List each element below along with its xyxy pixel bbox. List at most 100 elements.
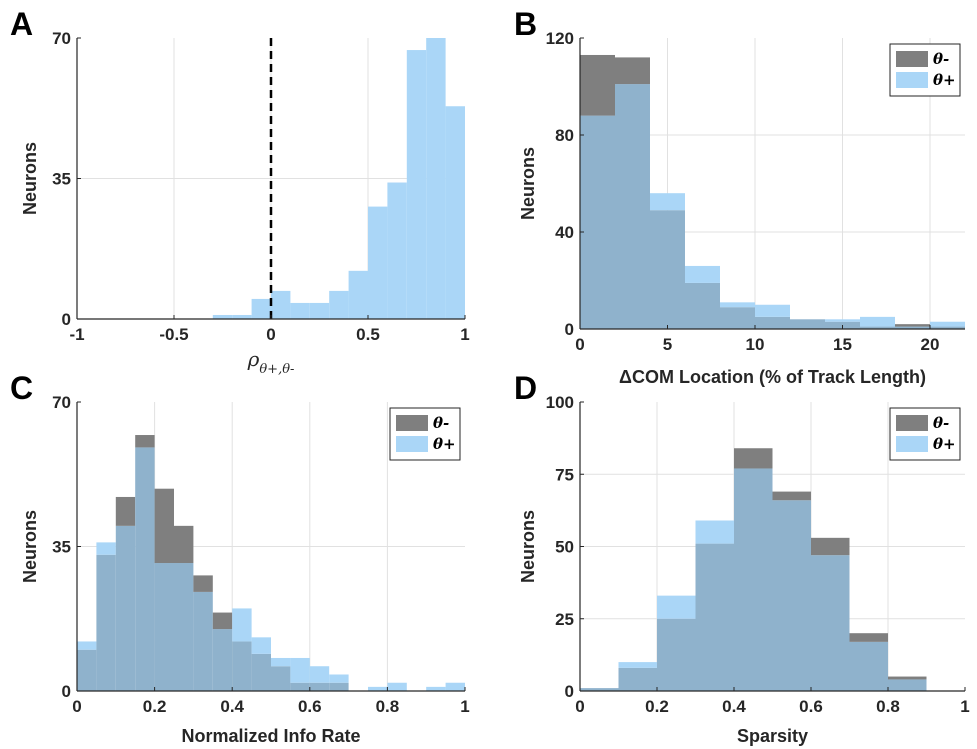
x-tick-label: 0.8 (376, 697, 400, 716)
bar-overlap (174, 563, 194, 691)
bar-overlap (580, 688, 619, 691)
bar-theta-plus (368, 206, 388, 319)
x-axis-label-symbol: ρ (247, 347, 260, 371)
legend: θ-θ+ (889, 407, 961, 461)
bar-overlap (734, 468, 773, 691)
bar-overlap (580, 115, 615, 329)
bar-overlap (849, 641, 888, 691)
bar-overlap (930, 326, 965, 329)
x-axis-label: Sparsity (737, 726, 808, 746)
legend-label-theta-plus: θ+ (933, 71, 956, 89)
y-tick-label: 50 (555, 538, 574, 557)
bar-overlap (895, 326, 930, 329)
y-tick-label: 75 (555, 465, 574, 484)
y-axis-label: Neurons (518, 510, 538, 583)
bar-theta-minus (895, 324, 930, 327)
bar-theta-plus (387, 682, 407, 691)
bar-theta-plus (755, 304, 790, 317)
bar-theta-minus (154, 488, 174, 564)
bar-theta-plus (445, 682, 465, 691)
legend-label-theta-minus: θ- (933, 50, 949, 68)
bar-theta-minus (888, 676, 927, 680)
y-tick-label: 80 (555, 126, 574, 145)
bar-theta-plus (290, 302, 310, 319)
x-tick-label: 20 (921, 335, 940, 354)
bar-theta-plus (329, 290, 349, 319)
panel-a: -1 -0.5 0 0.5 1 0 35 70 Neurons ρθ+,θ- A (10, 6, 470, 377)
y-tick-label: 70 (52, 393, 71, 412)
panel-d: 0 0.2 0.4 0.6 0.8 1 0 25 50 75 100 Neurons Sparsity D… (514, 370, 970, 746)
bar-overlap (811, 555, 850, 691)
x-tick-label: 0.2 (143, 697, 167, 716)
bar-theta-plus (618, 662, 657, 668)
legend-label-theta-plus: θ+ (433, 435, 456, 453)
x-tick-label: 0 (72, 697, 81, 716)
bar-theta-plus (695, 520, 734, 544)
bar-overlap (193, 591, 213, 691)
bar-theta-plus (96, 542, 116, 555)
y-axis-label: Neurons (20, 510, 40, 583)
bar-overlap (755, 316, 790, 329)
bar-overlap (888, 679, 927, 691)
panel-letter: B (514, 6, 537, 42)
bar-overlap (860, 326, 895, 329)
bar-overlap (135, 447, 155, 691)
bar-overlap (618, 667, 657, 691)
bar-theta-plus (77, 641, 97, 650)
y-tick-label: 0 (62, 682, 71, 701)
x-tick-label: 0 (266, 325, 275, 344)
bar-overlap (251, 653, 271, 691)
legend-swatch-theta-minus (396, 415, 428, 431)
x-tick-label: 1 (460, 697, 469, 716)
bar-theta-plus (251, 637, 271, 654)
bar-overlap (695, 543, 734, 691)
bar-overlap (77, 649, 97, 691)
y-tick-label: 70 (52, 29, 71, 48)
legend-label-theta-minus: θ- (933, 414, 949, 432)
legend-label-theta-plus: θ+ (933, 435, 956, 453)
bar-theta-minus (580, 54, 615, 116)
bar-theta-plus (329, 674, 349, 683)
legend: θ-θ+ (389, 407, 461, 461)
bar-theta-plus (348, 270, 368, 319)
bar-theta-minus (772, 491, 811, 501)
y-axis-label: Neurons (518, 147, 538, 220)
x-tick-label: 5 (663, 335, 672, 354)
bar-theta-plus (271, 290, 291, 319)
bar-overlap (790, 319, 825, 329)
y-tick-label: 35 (52, 538, 71, 557)
y-tick-label: 40 (555, 223, 574, 242)
legend-swatch-theta-minus (896, 51, 928, 67)
bar-theta-plus (860, 316, 895, 327)
bar-theta-plus (309, 666, 330, 683)
x-axis-label: Normalized Info Rate (181, 726, 360, 746)
panel-letter: D (514, 370, 537, 406)
y-axis-label: Neurons (20, 142, 40, 215)
x-tick-label: 15 (833, 335, 852, 354)
bar-overlap (615, 84, 650, 329)
bar-overlap (290, 682, 310, 691)
bar-overlap (232, 641, 252, 691)
legend-label-theta-minus: θ- (433, 414, 449, 432)
y-tick-label: 100 (546, 393, 574, 412)
y-tick-label: 0 (565, 682, 574, 701)
bar-overlap (271, 666, 291, 691)
bar-theta-plus (406, 50, 427, 320)
x-tick-label: 1 (960, 697, 969, 716)
legend-swatch-theta-minus (896, 415, 928, 431)
bar-overlap (685, 282, 720, 329)
y-tick-label: 120 (546, 29, 574, 48)
bar-theta-plus (650, 193, 685, 211)
bar-theta-plus (212, 314, 233, 319)
x-tick-label: 0.4 (220, 697, 244, 716)
bar-overlap (720, 307, 755, 329)
legend-swatch-theta-plus (396, 436, 428, 452)
bar-theta-minus (615, 57, 650, 85)
y-tick-label: 25 (555, 610, 574, 629)
bar-theta-plus (271, 657, 291, 667)
x-tick-label: 0 (575, 697, 584, 716)
bar-theta-minus (734, 448, 773, 469)
x-axis-label-subscript: θ+,θ- (259, 362, 294, 377)
bar-theta-plus (426, 38, 446, 319)
bar-theta-minus (115, 496, 136, 526)
